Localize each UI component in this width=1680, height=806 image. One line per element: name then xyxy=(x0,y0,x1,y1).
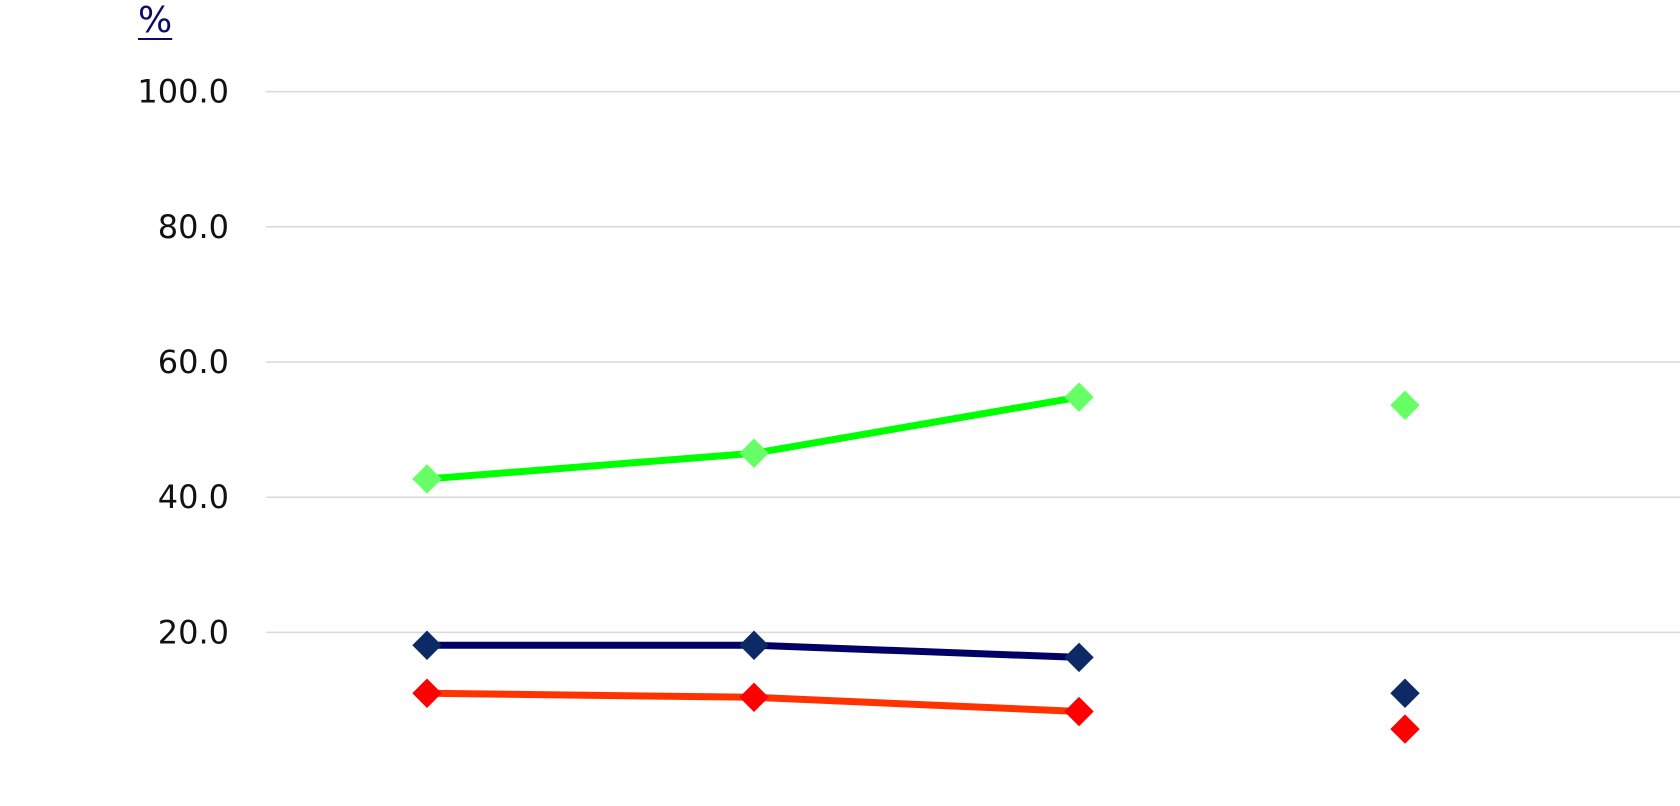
y-tick-label: 100.0 xyxy=(137,73,229,111)
data-point-marker xyxy=(412,464,442,494)
data-point-marker xyxy=(1064,696,1094,727)
y-axis-unit-label: % xyxy=(138,0,173,41)
y-tick-label: 80.0 xyxy=(158,208,229,246)
data-point-marker xyxy=(739,630,769,660)
data-point-marker xyxy=(412,678,442,708)
gridlines xyxy=(266,90,1680,634)
series-markers xyxy=(412,382,1420,744)
data-point-marker xyxy=(1390,678,1420,708)
data-point-marker xyxy=(1390,390,1420,420)
data-point-marker xyxy=(1064,382,1094,412)
y-tick-label: 40.0 xyxy=(158,478,229,516)
data-point-marker xyxy=(739,682,769,713)
y-tick-label: 20.0 xyxy=(158,613,229,651)
y-tick-label: 60.0 xyxy=(158,343,229,381)
data-point-marker xyxy=(739,438,769,468)
data-point-marker xyxy=(1064,642,1094,673)
data-point-marker xyxy=(1390,714,1420,744)
y-axis-ticks: 20.0 40.0 60.0 80.0 100.0 xyxy=(137,73,229,652)
data-point-marker xyxy=(412,630,442,660)
